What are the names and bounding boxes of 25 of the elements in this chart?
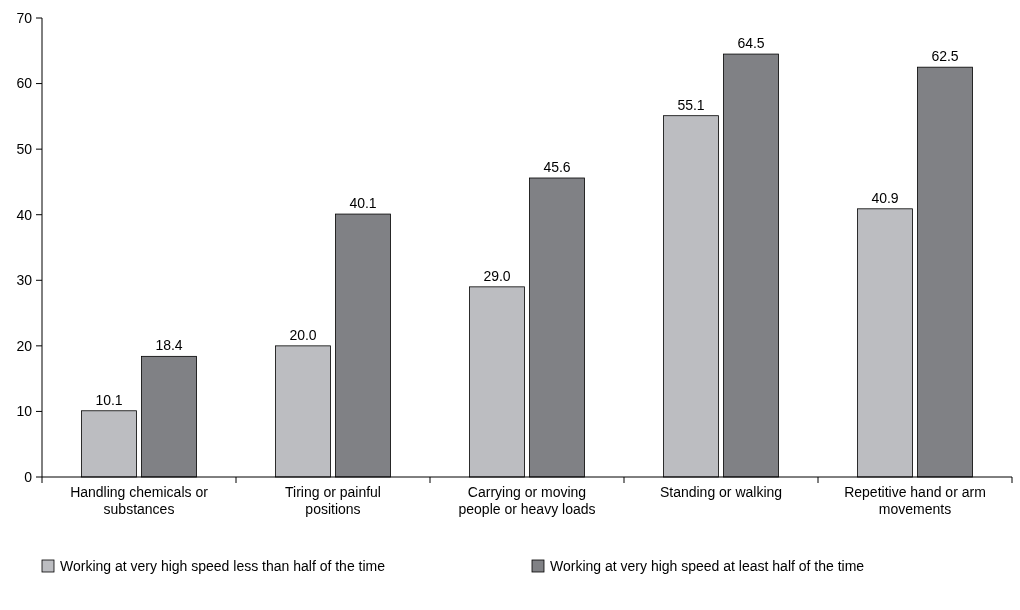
- x-tick-label: Carrying or moving people or heavy loads: [458, 484, 596, 517]
- data-label: 64.5: [737, 35, 765, 52]
- y-tick-label: 20: [16, 337, 33, 354]
- y-tick-label: 40: [16, 206, 33, 223]
- y-tick-label: 10: [16, 403, 33, 420]
- data-label: 20.0: [289, 326, 317, 343]
- legend-label: Working at very high speed less than half of the time: [60, 557, 386, 574]
- y-tick-label: 60: [16, 75, 33, 92]
- data-label: 55.1: [677, 96, 705, 113]
- y-tick-label: 30: [16, 272, 33, 289]
- x-tick-label: Handling chemicals or substances: [70, 484, 209, 517]
- y-tick-label: 70: [16, 9, 33, 26]
- y-tick-label: 0: [24, 468, 33, 485]
- x-tick-label: Standing or walking: [659, 484, 783, 500]
- y-tick-label: 50: [16, 141, 33, 158]
- data-label: 40.9: [871, 189, 899, 206]
- x-tick-label: Tiring or painful positions: [285, 484, 381, 517]
- legend-label: Working at very high speed at least half of the time: [550, 557, 865, 574]
- data-label: 45.6: [543, 158, 571, 175]
- data-label: 40.1: [349, 195, 377, 212]
- data-label: 10.1: [95, 391, 123, 408]
- x-tick-label: Repetitive hand or arm movements: [844, 484, 986, 517]
- data-label: 18.4: [155, 337, 183, 354]
- data-label: 62.5: [931, 48, 959, 65]
- data-label: 29.0: [483, 267, 511, 284]
